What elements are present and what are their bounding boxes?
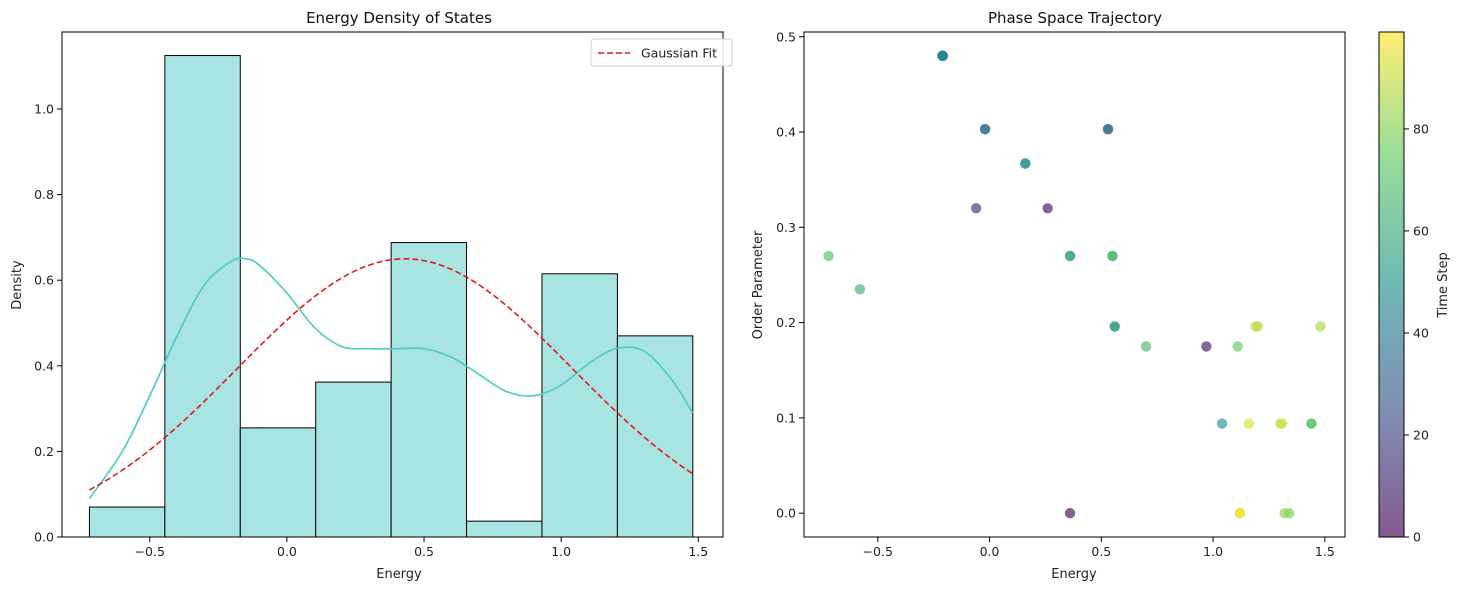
histogram-bar	[616, 335, 694, 537]
scatter-x-axis-label: Energy	[1051, 567, 1097, 582]
kde-curve	[88, 257, 694, 499]
scatter-point	[970, 203, 982, 214]
scatter-point	[1315, 321, 1326, 332]
histogram-y-axis-label: Density	[10, 260, 25, 310]
scatter-points	[823, 50, 1326, 519]
scatter-point	[1232, 341, 1243, 352]
gaussian-fit-curve	[89, 258, 694, 491]
y-tick-label: 0.4	[34, 358, 54, 373]
histogram-bars	[88, 55, 694, 537]
x-tick-label: −0.5	[863, 544, 893, 559]
x-tick-label: 1.0	[1203, 544, 1223, 559]
scatter-point	[1064, 507, 1076, 519]
x-tick-label: 1.0	[551, 544, 571, 559]
histogram-bar	[239, 427, 317, 537]
scatter-point	[854, 284, 866, 295]
scatter-point	[1234, 507, 1246, 519]
x-tick-label: 1.5	[688, 544, 708, 559]
y-tick-label: 0.1	[776, 410, 796, 425]
legend: Gaussian Fit	[590, 38, 733, 67]
scatter-point	[1109, 321, 1120, 332]
histogram-x-ticks: −0.5 0.0 0.5 1.0 1.5	[135, 537, 708, 559]
y-tick-label: 0.6	[34, 273, 54, 288]
y-tick-label: 0.5	[776, 29, 796, 44]
y-tick-label: 0.0	[776, 506, 796, 521]
x-tick-label: 0.5	[1091, 544, 1111, 559]
scatter-point	[1201, 341, 1212, 352]
scatter-point	[823, 250, 834, 262]
colorbar-label: Time Step	[1436, 252, 1451, 319]
y-tick-label: 1.0	[34, 102, 54, 117]
y-tick-label: 0.8	[34, 187, 54, 202]
scatter-point	[1243, 418, 1255, 429]
y-tick-label: 0.4	[776, 125, 796, 140]
colorbar-tick-label: 80	[1413, 121, 1429, 136]
scatter-point	[937, 50, 948, 62]
x-tick-label: 0.5	[414, 544, 434, 559]
scatter-point	[1020, 158, 1031, 169]
histogram-bar	[541, 273, 618, 537]
y-tick-label: 0.3	[776, 220, 796, 235]
legend-box	[590, 38, 733, 67]
histogram-bar	[390, 242, 468, 537]
y-tick-label: 0.2	[776, 315, 796, 330]
colorbar: 0 20 40 60 80 Time Step	[1378, 31, 1451, 545]
scatter-panel: Phase Space Trajectory −0.5 0.0 0.5 1.0 1.5 …	[751, 9, 1346, 582]
scatter-point	[1064, 250, 1076, 262]
histogram-title: Energy Density of States	[306, 9, 492, 27]
x-tick-label: −0.5	[135, 544, 165, 559]
colorbar-tick-label: 60	[1413, 223, 1429, 238]
histogram-panel: Energy Density of States −0.5 0.0 0.5 1.0 1.…	[10, 9, 733, 582]
scatter-point	[1279, 507, 1290, 519]
histogram-lines	[88, 257, 694, 499]
x-tick-label: 1.5	[1315, 544, 1335, 559]
scatter-point	[1277, 418, 1288, 429]
scatter-point	[1216, 418, 1228, 429]
y-tick-label: 0.2	[34, 444, 54, 459]
colorbar-tick-label: 20	[1413, 427, 1429, 442]
scatter-plot-frame	[803, 31, 1346, 538]
scatter-y-axis-label: Order Parameter	[751, 230, 766, 339]
y-tick-label: 0.0	[34, 530, 54, 545]
histogram-bar	[88, 506, 166, 537]
legend-gaussian-label: Gaussian Fit	[641, 46, 717, 61]
colorbar-tick-label: 40	[1413, 325, 1429, 340]
scatter-point	[1107, 250, 1118, 262]
scatter-point	[1140, 341, 1152, 352]
colorbar-ticks: 0 20 40 60 80	[1404, 121, 1429, 545]
histogram-y-ticks: 0.0 0.2 0.4 0.6 0.8 1.0	[34, 102, 62, 545]
colorbar-tick-label: 0	[1413, 530, 1421, 545]
scatter-x-ticks: −0.5 0.0 0.5 1.0 1.5	[863, 537, 1335, 559]
histogram-plot-frame	[61, 31, 724, 538]
histogram-bar	[164, 55, 241, 537]
scatter-title: Phase Space Trajectory	[988, 9, 1162, 27]
scatter-point	[979, 123, 991, 135]
scatter-point	[1102, 123, 1114, 135]
histogram-x-axis-label: Energy	[376, 567, 422, 582]
histogram-bar	[466, 520, 543, 537]
scatter-point	[1252, 321, 1264, 332]
x-tick-label: 0.0	[277, 544, 297, 559]
histogram-bar	[315, 381, 392, 537]
x-tick-label: 0.0	[980, 544, 1000, 559]
scatter-y-ticks: 0.0 0.1 0.2 0.3 0.4 0.5	[776, 29, 804, 521]
scatter-point	[1042, 203, 1053, 214]
colorbar-gradient	[1378, 31, 1405, 538]
scatter-point	[1306, 418, 1317, 429]
